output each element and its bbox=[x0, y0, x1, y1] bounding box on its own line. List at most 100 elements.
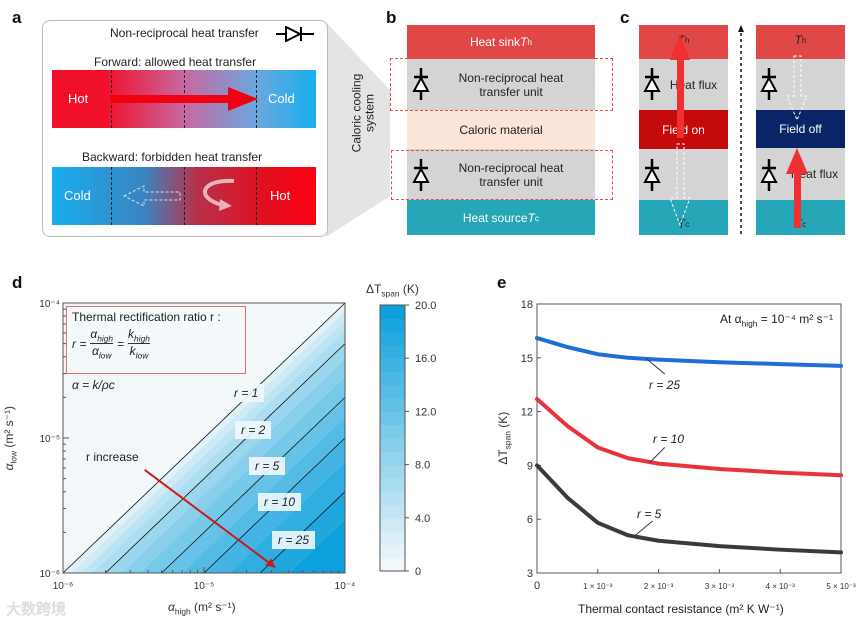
field-off-layer: Field off bbox=[756, 110, 845, 148]
r-increase-label: r increase bbox=[86, 450, 139, 464]
colorbar-title: ΔTspan (K) bbox=[366, 282, 419, 299]
cold-label: Cold bbox=[268, 91, 295, 106]
colorbar-step bbox=[380, 411, 405, 426]
x-tick-label: 2 × 10⁻³ bbox=[644, 582, 674, 591]
heatmap-band bbox=[121, 359, 345, 573]
y-tick-label: 3 bbox=[527, 568, 533, 580]
diode-icon bbox=[643, 75, 661, 92]
heatmap-band bbox=[71, 311, 345, 573]
x-axis-label-e: Thermal contact resistance (m² K W⁻¹) bbox=[578, 602, 784, 616]
label-pointer-arrow bbox=[646, 358, 666, 375]
diode-icon bbox=[412, 166, 430, 183]
contour-line-r5 bbox=[161, 397, 346, 574]
panel-label-e: e bbox=[497, 273, 507, 292]
colorbar-step bbox=[380, 491, 405, 505]
y-axis-label-d: αlow (m² s⁻¹) bbox=[2, 405, 19, 471]
panel-label-a: a bbox=[12, 8, 22, 27]
plot-frame bbox=[536, 303, 842, 574]
colorbar-step bbox=[380, 398, 405, 412]
callout-funnel bbox=[326, 22, 390, 237]
label-pointer-arrow bbox=[649, 447, 666, 464]
colorbar-step bbox=[380, 504, 405, 519]
x-tick-label: 10⁻⁴ bbox=[335, 581, 356, 592]
x-axis-label-d: αhigh (m² s⁻¹) bbox=[168, 600, 236, 617]
colorbar-step bbox=[380, 477, 405, 492]
y-tick-label: 18 bbox=[521, 299, 533, 311]
contour-line-r1 bbox=[62, 302, 346, 574]
colorbar-tick-label: 8.0 bbox=[415, 460, 430, 472]
colorbar-step bbox=[380, 358, 405, 372]
colorbar-tick-label: 0 bbox=[415, 566, 421, 578]
x-tick-label: 5 × 10⁻³ bbox=[826, 582, 856, 591]
nonreciprocal-unit-top: Non-reciprocal heat transfer unit bbox=[407, 59, 595, 110]
backward-title: Backward: forbidden heat transfer bbox=[82, 150, 263, 164]
panel-label-b: b bbox=[386, 8, 397, 27]
dashed-highlight-bottom bbox=[391, 150, 613, 200]
diode-icon bbox=[760, 75, 778, 92]
y-axis-label-e: ΔTspan (K) bbox=[496, 411, 513, 465]
forward-title: Forward: allowed heat transfer bbox=[94, 55, 257, 69]
forward-arrow-icon bbox=[110, 87, 258, 111]
label-pointer-arrow bbox=[633, 520, 653, 537]
r-increase-arrow bbox=[144, 469, 276, 569]
contour-label-r10: r = 10 bbox=[258, 493, 302, 511]
heatmap-band bbox=[288, 519, 345, 573]
series-line-r10 bbox=[535, 397, 843, 478]
series-label-r25: r = 25 bbox=[649, 378, 681, 392]
diode-icons bbox=[412, 68, 778, 191]
y-tick-label: 10⁻⁶ bbox=[39, 569, 60, 580]
colorbar-tick-label: 20.0 bbox=[415, 300, 436, 312]
forward-bar: Hot Cold bbox=[52, 70, 316, 128]
colorbar-step bbox=[380, 331, 405, 346]
arrow-head-icon bbox=[265, 558, 276, 568]
heatmap-band bbox=[81, 320, 345, 573]
colorbar-step bbox=[380, 438, 405, 452]
diode-icon bbox=[760, 166, 778, 183]
colorbar-step bbox=[380, 318, 405, 333]
colorbar-tick-label: 16.0 bbox=[415, 353, 436, 365]
contour-label-r2: r = 2 bbox=[235, 421, 272, 439]
diode-symbol-icon bbox=[276, 26, 314, 42]
series-line-r5 bbox=[535, 463, 843, 555]
colorbar-step bbox=[380, 531, 405, 545]
y-tick-label: 6 bbox=[527, 514, 533, 526]
heatmap-band bbox=[139, 376, 345, 573]
blocked-flux-down-icon bbox=[786, 55, 808, 122]
nonreciprocal-unit-bottom: Non-reciprocal heat transfer unit bbox=[407, 149, 595, 200]
y-tick-label: 15 bbox=[521, 353, 533, 365]
x-tick-label: 10⁻⁶ bbox=[53, 581, 74, 592]
dashed-highlight-top bbox=[390, 58, 613, 111]
x-tick-label: 0 bbox=[534, 580, 540, 592]
heat-flux-up-arrow-icon bbox=[670, 34, 690, 60]
colorbar-tick-label: 4.0 bbox=[415, 513, 430, 525]
panel-label-c: c bbox=[620, 8, 630, 27]
legend-text: Non-reciprocal heat transfer bbox=[110, 26, 259, 40]
series-label-r5: r = 5 bbox=[637, 507, 662, 521]
colorbar-step bbox=[380, 464, 405, 479]
cycle-arrow-icon bbox=[738, 25, 744, 32]
colorbar-step bbox=[380, 371, 405, 386]
heatmap-band bbox=[228, 461, 345, 573]
blocked-flux-down-icon bbox=[669, 143, 691, 227]
return-arrow-icon bbox=[202, 178, 235, 211]
condition-annotation: At αhigh = 10⁻⁴ m² s⁻¹ bbox=[720, 312, 833, 329]
y-tick-label: 10⁻⁴ bbox=[39, 299, 60, 310]
y-tick-label: 10⁻⁵ bbox=[39, 434, 60, 445]
y-tick-label: 9 bbox=[527, 460, 533, 472]
panel-c-arrows bbox=[669, 25, 808, 234]
alpha-definition: α = k/ρc bbox=[72, 378, 115, 392]
backward-bar: Cold Hot bbox=[52, 167, 316, 225]
rectification-ratio-box: Thermal rectification ratio r : r = αhig… bbox=[66, 306, 246, 374]
ratio-title: Thermal rectification ratio r : bbox=[72, 310, 221, 324]
colorbar-step bbox=[380, 344, 405, 359]
colorbar-step bbox=[380, 557, 405, 572]
colorbar-step bbox=[380, 384, 405, 399]
heat-flux-up-arrow-icon bbox=[786, 148, 808, 174]
colorbar-step bbox=[380, 544, 405, 559]
x-tick-label: 3 × 10⁻³ bbox=[705, 582, 735, 591]
colorbar-step bbox=[380, 424, 405, 439]
